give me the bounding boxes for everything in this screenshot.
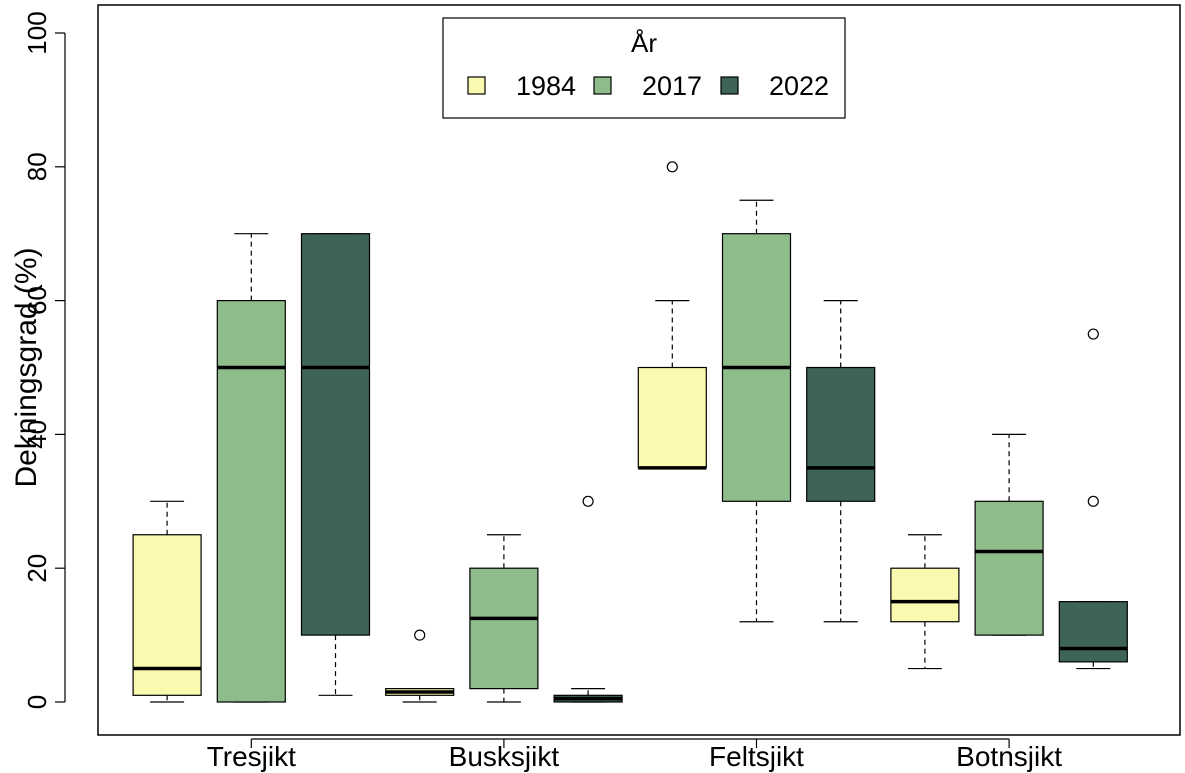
box [469,567,539,690]
box [637,366,707,469]
box [1058,601,1128,663]
box [132,534,202,696]
legend-swatch [593,76,612,95]
legend-title: År [631,28,657,58]
x-tick-label: Tresjikt [207,741,296,772]
outlier-point [1087,328,1099,340]
x-tick-label: Botnsjikt [956,741,1062,772]
outlier-point [1087,495,1099,507]
legend-box [442,17,846,119]
plot-marks [132,161,1128,703]
box [890,567,960,623]
box [300,233,371,636]
y-tick-label: 0 [22,695,52,709]
x-tick-label: Busksjikt [449,741,560,772]
x-tick-label: Feltsjikt [709,741,804,772]
outlier-point [414,629,426,641]
legend-label: 1984 [516,71,576,101]
y-tick-label: 60 [22,286,52,315]
plot-frame [97,4,1181,736]
y-tick-label: 80 [22,152,52,181]
box [974,500,1044,636]
y-tick-label: 20 [22,554,52,583]
legend-label: 2017 [642,71,702,101]
legend: År 1984 2017 2022 [442,17,846,119]
box [806,366,876,502]
outlier-point [582,495,594,507]
legend-swatch [467,76,486,95]
legend-entries: 1984 2017 2022 [467,71,829,101]
legend-swatch [720,76,739,95]
y-tick-label: 40 [22,420,52,449]
outlier-point [666,161,678,173]
y-axis-title: Dekningsgrad (%) [10,247,43,487]
box [216,300,286,703]
axes: 0 20 40 60 80 100 Tresjikt Busksjikt Feltsjikt Bo… [22,11,1062,772]
y-tick-label: 100 [22,11,52,54]
legend-label: 2022 [769,71,829,101]
